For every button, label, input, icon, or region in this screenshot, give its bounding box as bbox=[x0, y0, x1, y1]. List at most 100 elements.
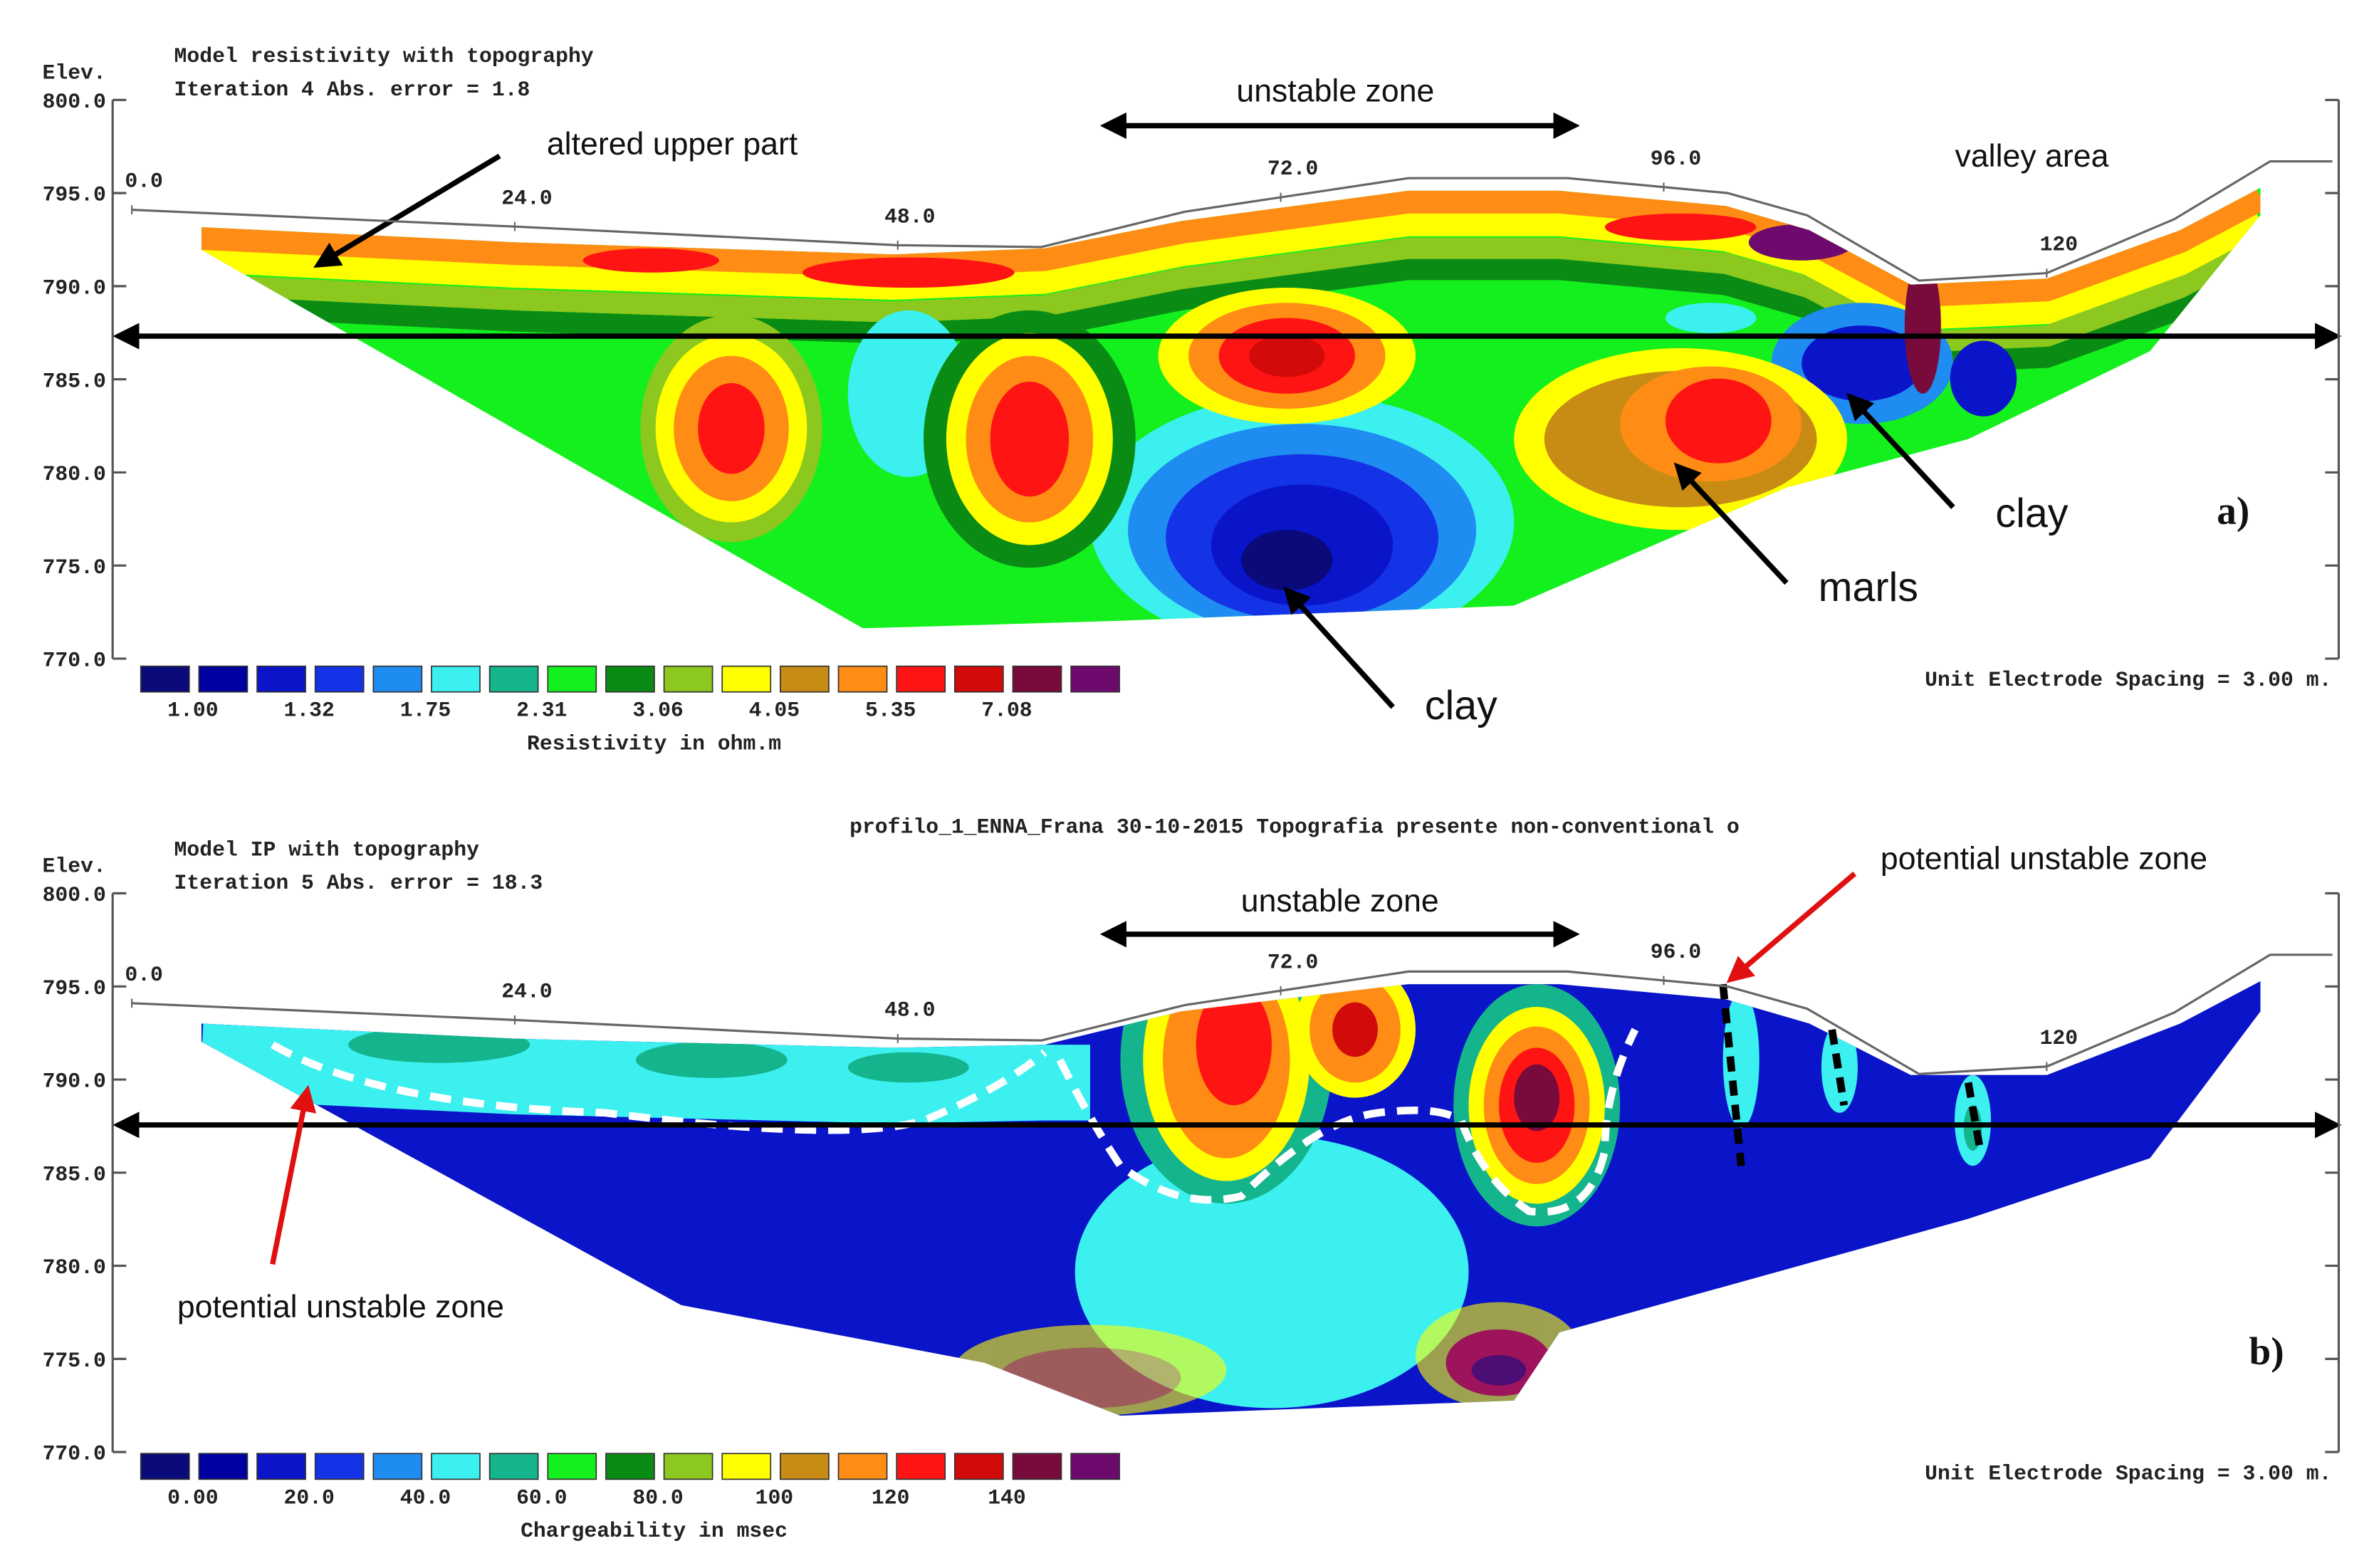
y-tick-label: 785.0 bbox=[43, 369, 106, 393]
colorbar-label: 5.35 bbox=[865, 699, 916, 723]
colorbar-swatch bbox=[314, 1453, 365, 1480]
y-tick-label: 780.0 bbox=[43, 462, 106, 486]
subtitle: Iteration 5 Abs. error = 18.3 bbox=[174, 871, 543, 895]
colorbar-swatch bbox=[431, 1453, 481, 1480]
colorbar-swatch bbox=[605, 1453, 655, 1480]
section-a-fill bbox=[201, 187, 2261, 629]
colorbar-swatch bbox=[1012, 1453, 1062, 1480]
annotation: valley area bbox=[1955, 139, 2109, 174]
colorbar-label: 140 bbox=[988, 1485, 1026, 1510]
colorbar-swatch bbox=[663, 1453, 713, 1480]
annotation: marls bbox=[1819, 565, 1918, 610]
x-tick-label: 24.0 bbox=[501, 186, 552, 210]
colorbar-label: 1.75 bbox=[400, 699, 451, 723]
annotation: unstable zone bbox=[1236, 73, 1434, 108]
y-tick-label: 800.0 bbox=[43, 90, 106, 114]
panel-label: b) bbox=[2249, 1329, 2284, 1373]
colorbar-swatch bbox=[953, 1453, 1004, 1480]
y-tick-label: 780.0 bbox=[43, 1255, 106, 1280]
note: Unit Electrode Spacing = 3.00 m. bbox=[1925, 668, 2331, 692]
colorbar-swatch bbox=[372, 1453, 423, 1480]
colorbar-label: 80.0 bbox=[632, 1485, 683, 1510]
x-tick-label: 120 bbox=[2040, 1026, 2078, 1050]
colorbar-swatch bbox=[605, 665, 655, 693]
y-tick-label: 775.0 bbox=[43, 555, 106, 580]
annotation: potential unstable zone bbox=[1881, 841, 2207, 876]
title: Model resistivity with topography bbox=[174, 44, 594, 68]
colorbar-swatch bbox=[663, 665, 713, 693]
x-tick-label: 0.0 bbox=[125, 169, 163, 194]
y-tick-label: 775.0 bbox=[43, 1349, 106, 1373]
x-tick-label: 96.0 bbox=[1651, 147, 1701, 171]
topography-line bbox=[132, 160, 2333, 282]
colorbar-swatch bbox=[488, 665, 539, 693]
y-tick-label: 800.0 bbox=[43, 883, 106, 907]
y-tick-label: 785.0 bbox=[43, 1162, 106, 1186]
colorbar-label: 1.00 bbox=[167, 699, 218, 723]
colorbar-swatch bbox=[140, 665, 190, 693]
colorbar-swatch bbox=[837, 665, 888, 693]
colorbar-label: 7.08 bbox=[981, 699, 1032, 723]
colorbar-swatch bbox=[547, 1453, 597, 1480]
colorbar-label: 60.0 bbox=[516, 1485, 567, 1510]
annotation: potential unstable zone bbox=[177, 1290, 504, 1324]
annotation: clay bbox=[1425, 683, 1497, 728]
y-tick-label: 790.0 bbox=[43, 1070, 106, 1094]
y-tick-label: 770.0 bbox=[43, 649, 106, 673]
colorbar-swatch bbox=[256, 665, 306, 693]
topography-line bbox=[132, 953, 2333, 1075]
colorbar-label: 40.0 bbox=[400, 1485, 451, 1510]
colorbar-label: 1.32 bbox=[283, 699, 334, 723]
note: Unit Electrode Spacing = 3.00 m. bbox=[1925, 1461, 2331, 1485]
y-tick-label: 795.0 bbox=[43, 183, 106, 207]
colorbar-swatch bbox=[372, 665, 423, 693]
header: profilo_1_ENNA_Frana 30-10-2015 Topograf… bbox=[849, 815, 1740, 839]
y-tick-label: 790.0 bbox=[43, 276, 106, 300]
colorbar-swatch bbox=[431, 665, 481, 693]
colorbar-swatch bbox=[1070, 665, 1121, 693]
colorbar-swatch bbox=[780, 665, 830, 693]
colorbar-swatch bbox=[896, 1453, 946, 1480]
colorbar-swatch bbox=[140, 1453, 190, 1480]
panel-label: a) bbox=[2217, 489, 2249, 533]
colorbar-swatch bbox=[953, 665, 1004, 693]
x-tick-label: 48.0 bbox=[884, 998, 935, 1023]
colorbar-swatch bbox=[256, 1453, 306, 1480]
colorbar-swatch bbox=[721, 1453, 772, 1480]
annotation: clay bbox=[1995, 491, 2068, 536]
x-tick-label: 72.0 bbox=[1267, 950, 1318, 974]
colorbar-swatch bbox=[837, 1453, 888, 1480]
x-tick-label: 96.0 bbox=[1651, 940, 1701, 964]
y-axis-label: Elev. bbox=[43, 854, 106, 879]
section-b-fill bbox=[201, 981, 2261, 1416]
red-arrows bbox=[270, 872, 1857, 1265]
y-tick-label: 795.0 bbox=[43, 976, 106, 1000]
colorbar-swatch bbox=[1012, 665, 1062, 693]
colorbar-swatch bbox=[314, 665, 365, 693]
colorbar-swatch bbox=[198, 1453, 249, 1480]
colorbar-swatch bbox=[896, 665, 946, 693]
y-tick-label: 770.0 bbox=[43, 1442, 106, 1466]
annotation: unstable zone bbox=[1241, 884, 1439, 919]
colorbar-label: 20.0 bbox=[283, 1485, 334, 1510]
colorbar-swatch bbox=[198, 665, 249, 693]
x-tick-label: 24.0 bbox=[501, 979, 552, 1003]
colorbar-label: 100 bbox=[755, 1485, 794, 1510]
x-tick-label: 120 bbox=[2040, 233, 2078, 257]
colorbar-swatch bbox=[547, 665, 597, 693]
x-tick-label: 48.0 bbox=[884, 204, 935, 229]
title: Model IP with topography bbox=[174, 837, 480, 862]
colorbar-title: Resistivity in ohm.m bbox=[527, 732, 781, 756]
colorbar-swatch bbox=[780, 1453, 830, 1480]
colorbar-label: 0.00 bbox=[167, 1485, 218, 1510]
subtitle: Iteration 4 Abs. error = 1.8 bbox=[174, 78, 530, 102]
colorbar-title: Chargeability in msec bbox=[521, 1519, 788, 1543]
arrows bbox=[113, 112, 2342, 1139]
colorbar-label: 3.06 bbox=[632, 699, 683, 723]
colorbar-swatch bbox=[488, 1453, 539, 1480]
colorbar-label: 2.31 bbox=[516, 699, 567, 723]
x-tick-label: 0.0 bbox=[125, 963, 163, 987]
y-axis-label: Elev. bbox=[43, 61, 106, 85]
